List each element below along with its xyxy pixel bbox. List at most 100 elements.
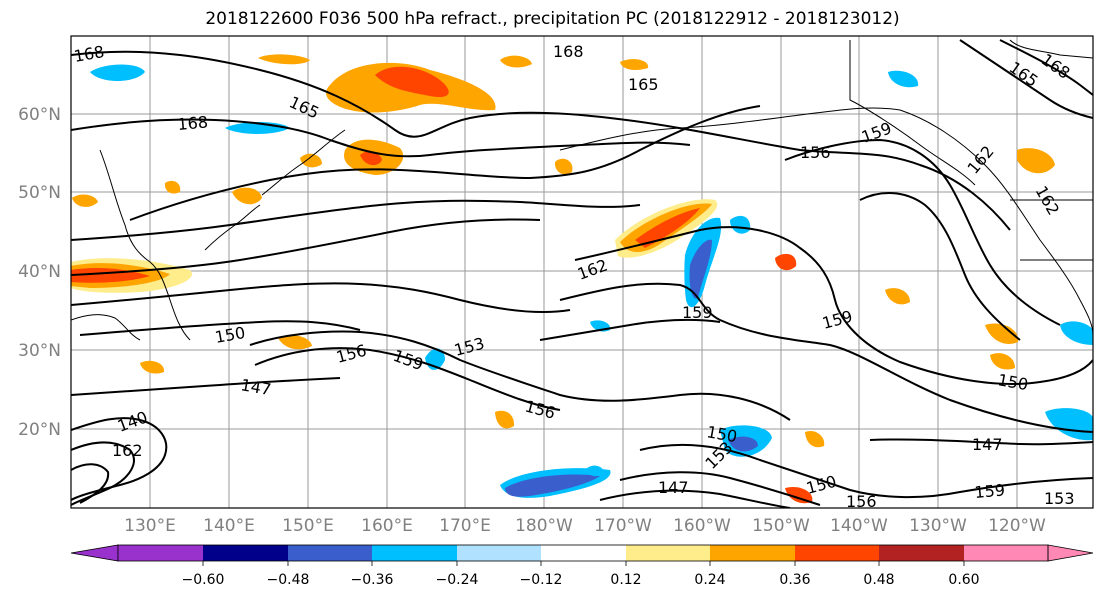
lon-label: 160°E	[361, 516, 413, 536]
map-title: 2018122600 F036 500 hPa refract., precip…	[205, 9, 900, 29]
contour-line	[71, 377, 341, 396]
precip-patch	[1060, 321, 1093, 345]
lon-label: 130°W	[909, 516, 967, 536]
lon-label: 120°W	[988, 516, 1046, 536]
colorbar-segment	[879, 545, 964, 561]
colorbar-extend-right	[1047, 544, 1094, 562]
precip-patch	[775, 253, 797, 271]
lat-labels: 60°N 50°N 40°N 30°N 20°N	[18, 105, 61, 440]
precip-patch	[585, 465, 605, 477]
map-frame	[70, 35, 1094, 509]
precip-patch	[500, 55, 532, 68]
contour-lines	[71, 39, 1093, 508]
lon-label: 170°W	[594, 516, 652, 536]
precip-patch	[554, 158, 573, 175]
contour-line	[71, 417, 168, 501]
colorbar-frame	[117, 544, 1049, 562]
colorbar-tick-label: 0.24	[694, 572, 725, 588]
colorbar-tick-label: −0.60	[182, 572, 225, 588]
colorbar-segment	[372, 545, 457, 561]
precip-patch	[985, 323, 1019, 345]
precip-patch	[888, 70, 919, 88]
precip-patch	[278, 335, 312, 350]
contour-line	[599, 489, 791, 508]
lat-label: 20°N	[18, 420, 61, 440]
precip-patch	[689, 239, 712, 299]
precip-patch	[805, 430, 825, 448]
precip-patch	[375, 66, 449, 98]
contour-label: 168	[553, 42, 584, 61]
contour-line	[869, 438, 1093, 446]
coastline	[99, 149, 191, 341]
coastline	[1009, 39, 1093, 59]
contour-line	[959, 39, 1093, 119]
contour-label: 168	[177, 112, 209, 134]
precip-patch	[885, 288, 910, 305]
precip-patch	[505, 474, 600, 497]
coastline	[261, 129, 346, 196]
lon-label: 140°E	[203, 516, 255, 536]
contour-line	[71, 50, 1011, 231]
precip-patch	[164, 180, 181, 194]
precip-patch	[495, 410, 515, 429]
contour-label: 147	[658, 478, 689, 497]
coastline	[204, 204, 261, 251]
precip-patch	[258, 54, 310, 65]
colorbar-segment	[457, 545, 541, 561]
precip-patch	[300, 153, 322, 168]
colorbar-tick-label: 0.48	[863, 572, 894, 588]
lon-label: 160°W	[673, 516, 731, 536]
contour-line	[249, 330, 791, 421]
precip-patch	[635, 208, 700, 248]
lon-label: 180°W	[515, 516, 573, 536]
colorbar-tick-label: −0.48	[267, 572, 310, 588]
precip-patch	[785, 486, 813, 504]
contour-line	[859, 192, 1021, 341]
contour-line	[784, 138, 1061, 326]
colorbar-segment	[710, 545, 795, 561]
colorbar-tick-label: 0.60	[948, 572, 979, 588]
contour-label: 165	[628, 75, 659, 94]
coastlines	[71, 39, 1093, 341]
lon-label: 170°E	[439, 516, 491, 536]
precip-patch	[1045, 408, 1093, 441]
contour-label: 156	[846, 492, 877, 511]
colorbar-tick-label: −0.12	[520, 572, 563, 588]
contour-line	[129, 105, 761, 221]
precip-patch	[620, 59, 649, 70]
colorbar-segment	[964, 545, 1048, 561]
contour-line	[254, 347, 561, 411]
precip-patch	[990, 353, 1015, 370]
precip-patch	[360, 151, 382, 166]
lon-label: 150°E	[282, 516, 334, 536]
lon-label: 140°W	[830, 516, 888, 536]
contour-label: 153	[1044, 489, 1075, 508]
contour-line	[71, 282, 571, 313]
lon-label: 130°E	[124, 516, 176, 536]
precip-shading	[71, 54, 1093, 504]
contour-line	[71, 463, 110, 504]
coastline	[559, 107, 1093, 336]
contour-line	[71, 199, 641, 241]
colorbar-tick-label: −0.36	[351, 572, 394, 588]
colorbar-segment	[203, 545, 288, 561]
contour-label: 159	[682, 303, 713, 322]
colorbar: −0.60 −0.48 −0.36 −0.24 −0.12 0.12 0.24 …	[70, 544, 1094, 588]
colorbar-tick-label: −0.24	[436, 572, 479, 588]
lat-label: 60°N	[18, 105, 61, 125]
contour-label: 147	[972, 435, 1003, 454]
lon-label: 150°W	[752, 516, 810, 536]
colorbar-tick-labels: −0.60 −0.48 −0.36 −0.24 −0.12 0.12 0.24 …	[182, 572, 980, 588]
coastline	[71, 314, 141, 341]
colorbar-segment	[626, 545, 710, 561]
lat-label: 50°N	[18, 183, 61, 203]
contour-line	[539, 318, 721, 341]
precip-patch	[1017, 148, 1055, 174]
colorbar-segment	[288, 545, 372, 561]
contour-line	[619, 471, 821, 506]
contour-line	[71, 218, 541, 276]
colorbar-segment	[541, 545, 626, 561]
lat-label: 30°N	[18, 341, 61, 361]
contour-line	[999, 39, 1093, 96]
